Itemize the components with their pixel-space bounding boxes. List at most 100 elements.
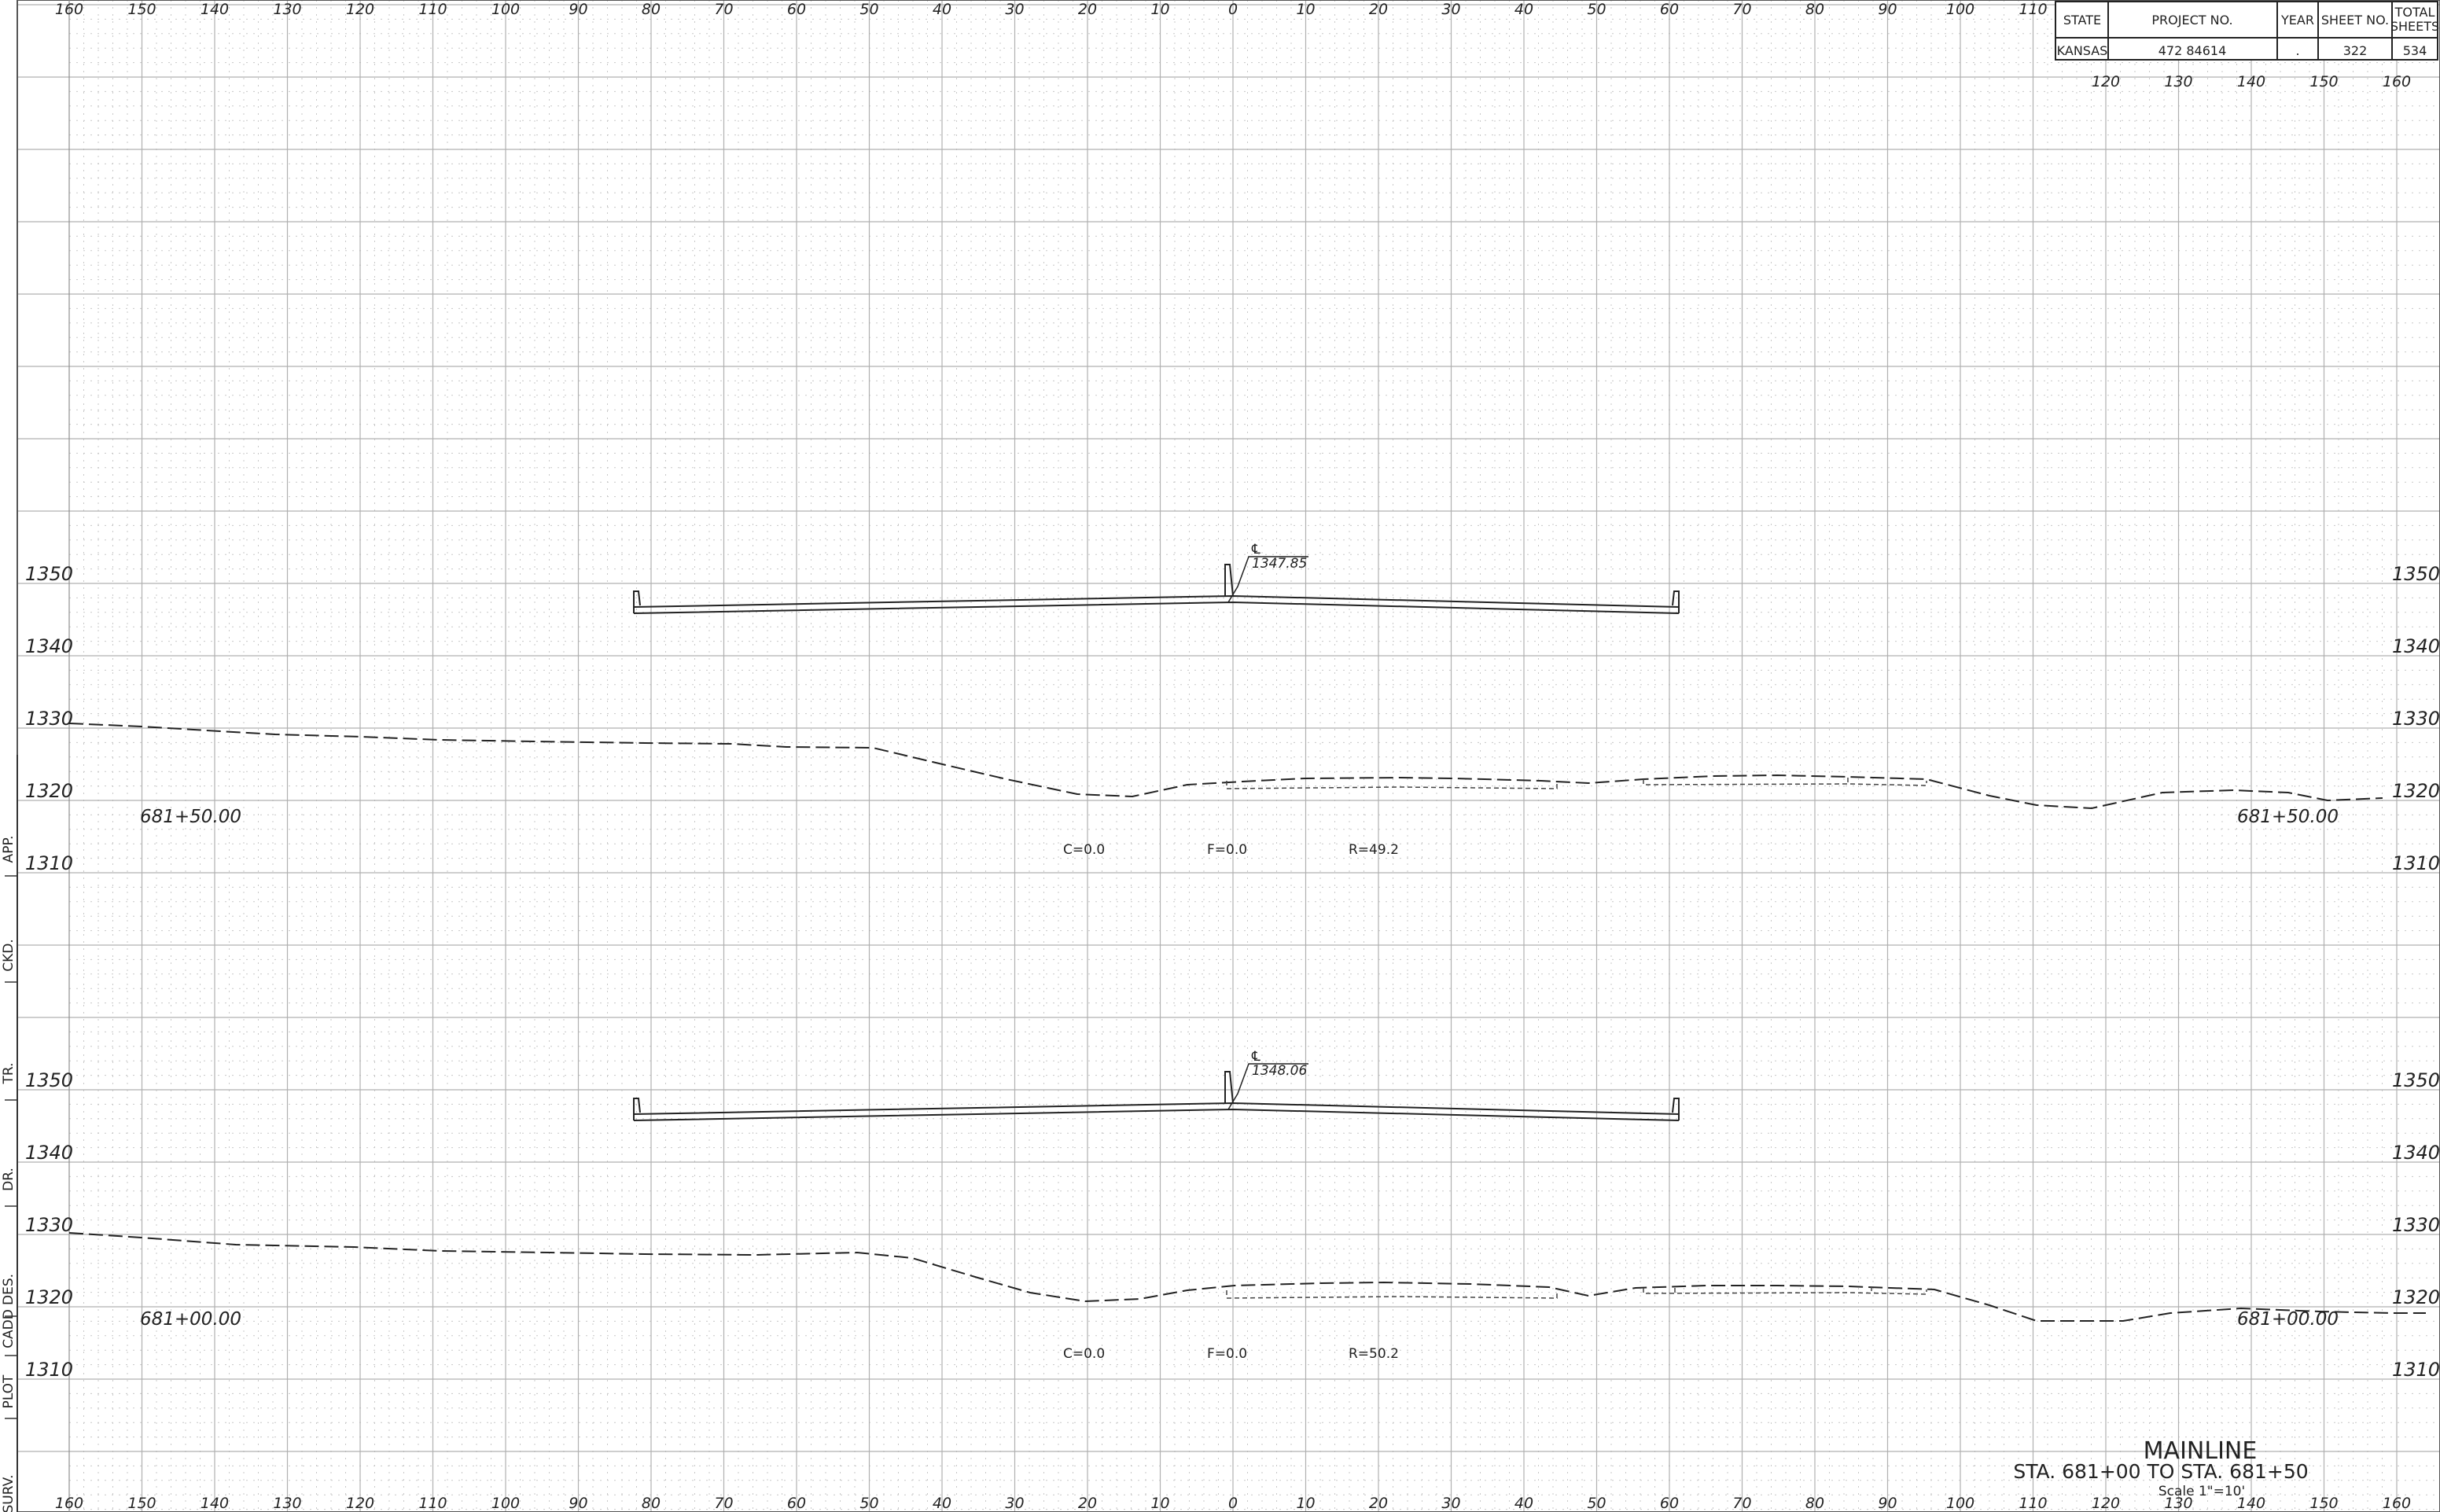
offset-label-bottom: 0 — [1228, 1495, 1238, 1512]
offset-label-bottom: 100 — [491, 1495, 520, 1512]
offset-label-bottom: 160 — [2383, 1495, 2411, 1512]
centerline-elevation: 1347.85 — [1252, 556, 1307, 572]
offset-label-top: 80 — [642, 1, 661, 18]
offset-label-top: 110 — [2019, 1, 2047, 18]
pavement-surface — [633, 1102, 1680, 1115]
signature-strip-label: DR. — [1, 1168, 17, 1191]
offset-label-top: 140 — [2237, 73, 2265, 90]
elevation-label: 1350 — [25, 563, 73, 585]
offset-label-top: 10 — [1150, 1, 1169, 18]
header-state: STATE — [2063, 13, 2101, 28]
value-sheet-no: 322 — [2343, 43, 2368, 58]
median-barrier — [1224, 1071, 1234, 1104]
elevation-label: 1320 — [2392, 1286, 2440, 1308]
offset-label-top: 90 — [569, 1, 587, 18]
offset-label-top: 40 — [933, 1, 951, 18]
pavement-surface — [633, 594, 1680, 608]
right-barrier — [1672, 1098, 1680, 1120]
elevation-label: 1320 — [25, 1286, 73, 1308]
elevation-label: 1310 — [25, 1359, 73, 1381]
signature-strip-label: APP. — [1, 836, 17, 863]
offset-label-bottom: 100 — [1946, 1495, 1974, 1512]
offset-label-bottom: 60 — [1660, 1495, 1679, 1512]
offset-label-top: 100 — [1946, 1, 1974, 18]
title-block-offset-labels: 120 130 140 150 160 — [2092, 73, 2411, 90]
elevation-labels-left: 1350 1340 1330 1320 1310 — [25, 563, 73, 874]
elevation-label: 1350 — [2392, 1069, 2440, 1091]
offset-label-top: 20 — [1369, 1, 1388, 18]
offset-label-top: 150 — [2309, 73, 2338, 90]
offset-label-bottom: 130 — [2164, 1495, 2192, 1512]
offset-label-top: 120 — [346, 1, 374, 18]
signature-strip-label: SURV. — [1, 1475, 17, 1512]
station-label-left: 681+00.00 — [140, 1309, 241, 1330]
offset-label-top: 160 — [2383, 73, 2411, 90]
offset-label-top: 90 — [1878, 1, 1897, 18]
offset-label-top: 130 — [2164, 73, 2192, 90]
station-label-right: 681+50.00 — [2237, 807, 2339, 827]
offset-label-bottom: 70 — [1732, 1495, 1751, 1512]
roadway-template — [633, 1063, 1680, 1121]
elevation-label: 1330 — [2392, 708, 2440, 730]
value-state: KANSAS — [2057, 43, 2108, 58]
elevation-label: 1310 — [25, 852, 73, 874]
signature-strip: SURV. PLOT CADD DES. DR. TR. CKD. APP. — [1, 755, 18, 1512]
elevation-label: 1320 — [2392, 780, 2440, 802]
centerline-symbol: ℄ — [1251, 1049, 1260, 1065]
station-label-right: 681+00.00 — [2237, 1309, 2339, 1330]
title-block: STATE PROJECT NO. YEAR SHEET NO. TOTAL S… — [2055, 1, 2439, 61]
subgrade-dashed-line-right — [1643, 778, 1927, 786]
offset-label-top: 150 — [127, 1, 156, 18]
subgrade-dashed-line-left — [1226, 781, 1558, 789]
offset-label-bottom: 110 — [2019, 1495, 2047, 1512]
offset-label-bottom: 120 — [2092, 1495, 2120, 1512]
offset-label-top: 160 — [55, 1, 83, 18]
cross-section-681-00: 1350 1340 1330 1320 1310 1350 1340 1330 1320 131… — [25, 1049, 2440, 1381]
offset-label-bottom: 30 — [1005, 1495, 1024, 1512]
elevation-labels-right: 1350 1340 1330 1320 1310 — [2392, 1069, 2440, 1381]
offset-label-bottom: 40 — [1514, 1495, 1533, 1512]
signature-strip-label: CADD — [1, 1309, 17, 1348]
elevation-labels-left: 1350 1340 1330 1320 1310 — [25, 1069, 73, 1381]
value-total-sheets: 534 — [2403, 43, 2427, 58]
offset-label-top: 140 — [201, 1, 229, 18]
offset-label-top: 10 — [1296, 1, 1315, 18]
elevation-label: 1310 — [2392, 852, 2440, 874]
offset-label-bottom: 30 — [1441, 1495, 1460, 1512]
r-label: R=49.2 — [1349, 842, 1399, 858]
offset-label-top: 50 — [1587, 1, 1606, 18]
sheet-title: MAINLINE STA. 681+00 TO STA. 681+50 Scal… — [2013, 1437, 2308, 1499]
offset-label-top: 110 — [418, 1, 447, 18]
signature-strip-label: PLOT — [1, 1374, 17, 1408]
sheet-scale: Scale 1"=10' — [2158, 1484, 2245, 1499]
offset-label-bottom: 130 — [273, 1495, 301, 1512]
offset-label-top: 80 — [1805, 1, 1824, 18]
offset-label-top: 40 — [1514, 1, 1533, 18]
offset-label-bottom: 80 — [1805, 1495, 1824, 1512]
elevation-label: 1320 — [25, 780, 73, 802]
offset-labels-top: 160 150 140 130 120 110 100 90 80 70 60 50 40 30 20 10 0… — [55, 1, 2048, 18]
elevation-label: 1350 — [2392, 563, 2440, 585]
subgrade-dashed-line-left — [1226, 1290, 1558, 1299]
offset-label-bottom: 50 — [859, 1495, 878, 1512]
centerline-elevation: 1348.06 — [1252, 1063, 1307, 1079]
offset-label-top: 60 — [787, 1, 806, 18]
offset-label-bottom: 10 — [1296, 1495, 1315, 1512]
pavement-bottom — [633, 601, 1680, 614]
offset-label-top: 20 — [1078, 1, 1097, 18]
header-project-no: PROJECT NO. — [2151, 13, 2232, 28]
offset-label-bottom: 150 — [127, 1495, 156, 1512]
offset-labels-bottom: 160 150 140 130 120 110 100 90 80 70 60 50 40 30 20 10 0… — [55, 1495, 2411, 1512]
offset-label-top: 130 — [273, 1, 301, 18]
offset-label-bottom: 20 — [1369, 1495, 1388, 1512]
header-year: YEAR — [2280, 13, 2314, 28]
cut-label: C=0.0 — [1063, 842, 1105, 858]
major-grid — [17, 0, 2440, 1512]
elevation-label: 1350 — [25, 1069, 73, 1091]
value-project-no: 472 84614 — [2158, 43, 2227, 58]
elevation-labels-right: 1350 1340 1330 1320 1310 — [2392, 563, 2440, 874]
header-total: TOTAL — [2394, 5, 2435, 20]
centerline-leader — [1227, 556, 1308, 603]
median-barrier — [1224, 564, 1234, 597]
